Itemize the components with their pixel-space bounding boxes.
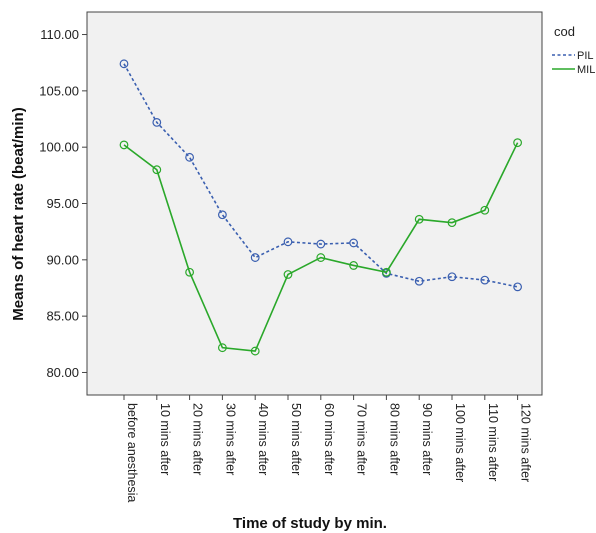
data-point	[447, 272, 457, 282]
x-tick-label: 30 mins after	[223, 403, 237, 475]
x-tick-label: 120 mins after	[519, 403, 533, 482]
data-point	[250, 253, 260, 262]
data-point	[414, 276, 424, 286]
series-line	[123, 63, 518, 288]
data-point	[414, 214, 424, 224]
x-tick-label: 70 mins after	[355, 403, 369, 475]
y-tick-label: 110.00	[40, 27, 79, 42]
x-axis: before anesthesia 10 mins after 20 mins af…	[123, 395, 533, 502]
data-point	[349, 238, 359, 248]
data-point	[119, 59, 129, 69]
x-tick-label: before anesthesia	[125, 403, 139, 502]
x-tick-label: 40 mins after	[256, 403, 270, 475]
legend: cod PIL MIL	[552, 24, 595, 76]
legend-title: cod	[554, 24, 575, 39]
x-tick-label: 90 mins after	[420, 403, 434, 475]
x-tick-label: 20 mins after	[191, 403, 205, 475]
data-point	[316, 239, 326, 249]
data-point	[250, 346, 260, 356]
data-point	[349, 261, 359, 270]
data-point	[480, 205, 490, 215]
x-tick-label: 60 mins after	[322, 403, 336, 475]
x-tick-label: 50 mins after	[289, 403, 303, 475]
y-tick-label: 100.00	[39, 140, 79, 155]
plot-area	[86, 11, 543, 396]
legend-label: MIL	[577, 64, 595, 76]
series-layer	[119, 59, 522, 356]
y-tick-label: 105.00	[39, 83, 79, 98]
y-tick-label: 80.00	[46, 365, 79, 380]
x-tick-label: 100 mins after	[453, 403, 467, 482]
y-tick-label: 95.00	[46, 196, 79, 211]
data-point	[382, 267, 391, 277]
x-tick-label: 10 mins after	[158, 403, 172, 475]
data-point	[185, 267, 195, 277]
legend-label: PIL	[577, 50, 594, 62]
data-point	[217, 210, 227, 220]
y-tick-label: 85.00	[46, 309, 79, 324]
data-point	[513, 138, 522, 148]
data-point	[283, 270, 293, 279]
series-line	[123, 142, 519, 352]
data-point	[316, 253, 326, 262]
data-point	[283, 237, 293, 247]
data-point	[480, 275, 490, 285]
y-tick-label: 90.00	[46, 252, 79, 267]
series-mil	[119, 138, 522, 356]
data-point	[119, 140, 129, 150]
data-point	[447, 218, 457, 228]
data-point	[513, 282, 522, 292]
x-tick-label: 80 mins after	[387, 403, 401, 475]
data-point	[152, 117, 162, 127]
y-axis: 80.00 85.00 90.00 95.00 100.00 105.00 110.00	[39, 27, 87, 380]
data-point	[185, 152, 195, 162]
series-pil	[119, 59, 522, 292]
data-point	[152, 165, 162, 175]
x-tick-label: 110 mins after	[486, 403, 500, 481]
y-axis-title: Means of heart rate (beat/min)	[10, 107, 27, 320]
x-axis-title: Time of study by min.	[233, 515, 387, 532]
data-point	[217, 343, 227, 353]
